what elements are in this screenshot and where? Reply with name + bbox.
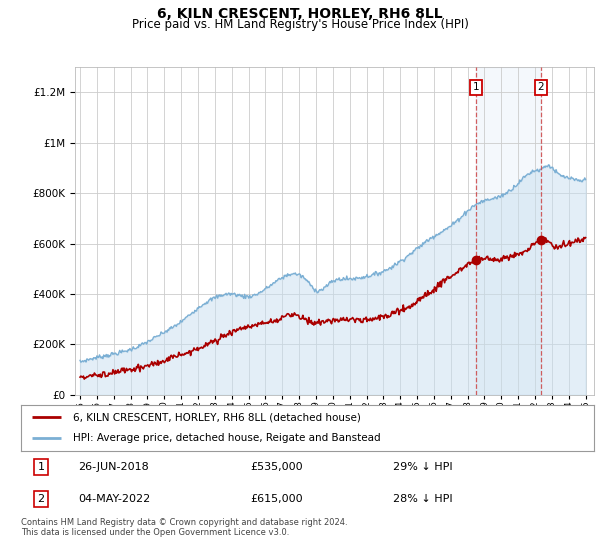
Text: Price paid vs. HM Land Registry's House Price Index (HPI): Price paid vs. HM Land Registry's House … [131, 18, 469, 31]
Text: 28% ↓ HPI: 28% ↓ HPI [394, 494, 453, 504]
Text: 2: 2 [37, 494, 44, 504]
Text: £535,000: £535,000 [250, 462, 303, 472]
Text: 26-JUN-2018: 26-JUN-2018 [79, 462, 149, 472]
Text: 1: 1 [473, 82, 479, 92]
Bar [476, 67, 541, 395]
Text: 29% ↓ HPI: 29% ↓ HPI [394, 462, 453, 472]
Text: HPI: Average price, detached house, Reigate and Banstead: HPI: Average price, detached house, Reig… [73, 433, 380, 444]
Text: 6, KILN CRESCENT, HORLEY, RH6 8LL (detached house): 6, KILN CRESCENT, HORLEY, RH6 8LL (detac… [73, 412, 361, 422]
Text: Contains HM Land Registry data © Crown copyright and database right 2024.
This d: Contains HM Land Registry data © Crown c… [21, 518, 347, 538]
Text: 1: 1 [38, 462, 44, 472]
Text: £615,000: £615,000 [250, 494, 303, 504]
Text: 04-MAY-2022: 04-MAY-2022 [79, 494, 151, 504]
Text: 6, KILN CRESCENT, HORLEY, RH6 8LL: 6, KILN CRESCENT, HORLEY, RH6 8LL [157, 7, 443, 21]
Text: 2: 2 [538, 82, 544, 92]
